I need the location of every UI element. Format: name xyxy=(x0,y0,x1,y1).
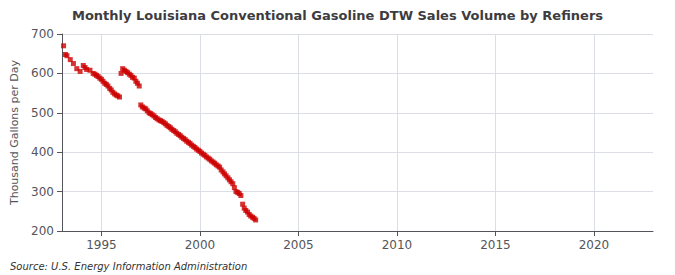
svg-text:2000: 2000 xyxy=(185,238,216,252)
svg-text:2010: 2010 xyxy=(382,238,413,252)
svg-text:300: 300 xyxy=(31,185,54,199)
svg-text:1995: 1995 xyxy=(86,238,117,252)
svg-text:400: 400 xyxy=(31,145,54,159)
svg-text:Source: U.S. Energy Informatio: Source: U.S. Energy Information Administ… xyxy=(10,261,247,272)
svg-text:700: 700 xyxy=(31,27,54,41)
svg-text:600: 600 xyxy=(31,66,54,80)
svg-text:2015: 2015 xyxy=(480,238,511,252)
svg-text:200: 200 xyxy=(31,224,54,238)
svg-text:2005: 2005 xyxy=(283,238,314,252)
svg-text:Monthly Louisiana Conventional: Monthly Louisiana Conventional Gasoline … xyxy=(72,8,603,23)
svg-text:2020: 2020 xyxy=(579,238,610,252)
svg-text:Thousand Gallons per Day: Thousand Gallons per Day xyxy=(8,59,21,206)
svg-text:500: 500 xyxy=(31,106,54,120)
